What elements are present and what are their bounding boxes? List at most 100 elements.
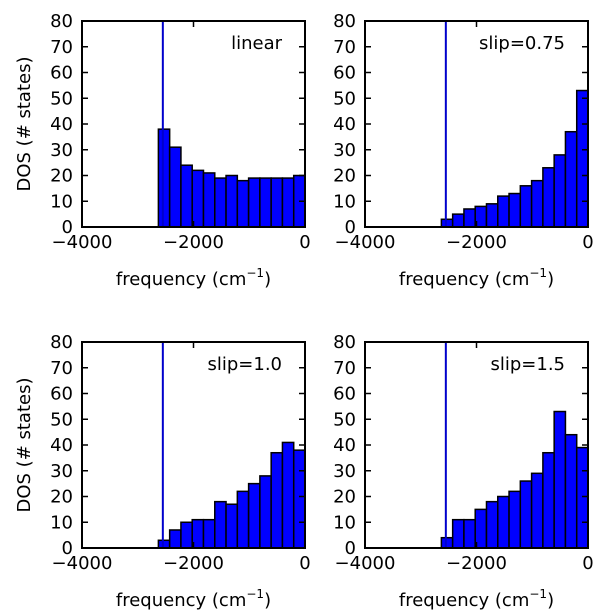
histogram-bar <box>542 167 555 228</box>
y-tick-label: 80 <box>50 332 73 353</box>
x-axis-label-superscript: −1 <box>246 587 264 601</box>
histogram-bar <box>530 179 544 228</box>
histogram-bar <box>270 177 284 228</box>
chart-panel-3: 0 10 20 30 40 50 60 70 80 −4000 −2000 0 slip=1.0 freq… <box>14 332 311 610</box>
x-axis-label-tail: ) <box>264 590 271 610</box>
panel-annotation: slip=1.0 <box>207 354 282 375</box>
histogram-bar <box>519 480 533 549</box>
histogram-bar <box>259 177 272 228</box>
histogram-bar <box>564 130 578 228</box>
chart-panel-4: 0 10 20 30 40 50 60 70 80 −4000 −2000 0 slip=1.5 freq… <box>333 332 594 610</box>
x-tick-label: 0 <box>582 232 593 253</box>
histogram-bar <box>247 177 261 228</box>
x-axis-label-main: frequency (cm <box>116 590 246 610</box>
histogram-bar <box>236 179 250 228</box>
histogram-bar <box>281 441 295 549</box>
chart-panel-2: 0 10 20 30 40 50 60 70 80 −4000 −2000 0 slip=0.75 fre… <box>333 11 594 290</box>
histogram-bar <box>553 154 567 228</box>
histogram-bar <box>236 490 250 549</box>
x-axis-label-superscript: −1 <box>529 587 547 601</box>
histogram-bar <box>485 500 499 549</box>
y-tick-label: 0 <box>62 538 73 559</box>
y-axis-label: DOS (# states) <box>14 378 35 513</box>
histogram-bar <box>542 451 555 549</box>
x-tick-label: −4000 <box>52 553 113 574</box>
y-tick-label: 30 <box>50 461 73 482</box>
y-tick-label: 20 <box>50 166 73 187</box>
histogram-bar <box>270 451 284 549</box>
y-tick-label: 30 <box>50 140 73 161</box>
y-tick-label: 50 <box>50 88 73 109</box>
y-tick-label: 10 <box>50 191 73 212</box>
y-tick-label: 60 <box>50 384 73 405</box>
y-tick-label: 70 <box>333 37 356 58</box>
x-axis-label-superscript: −1 <box>246 266 264 280</box>
x-axis-label-main: frequency (cm <box>399 590 529 610</box>
x-axis-label-main: frequency (cm <box>116 269 246 290</box>
x-axis-label-tail: ) <box>547 269 554 290</box>
histogram-bar <box>575 446 589 549</box>
histogram-bar <box>463 518 476 549</box>
histogram-bar <box>440 218 454 228</box>
histogram-bar <box>180 521 193 549</box>
histogram-bar <box>463 208 476 228</box>
x-axis-label: frequency (cm−1) <box>399 266 554 290</box>
histogram-bar <box>508 490 522 549</box>
y-tick-label: 40 <box>50 114 73 135</box>
histogram-bar <box>485 203 499 228</box>
histogram-bar <box>247 482 261 549</box>
panel-annotation: slip=0.75 <box>479 33 565 54</box>
y-tick-label: 60 <box>333 63 356 84</box>
histogram-bar <box>553 410 567 549</box>
x-tick-label: −2000 <box>163 553 224 574</box>
y-tick-label: 70 <box>50 37 73 58</box>
y-tick-label: 70 <box>50 358 73 379</box>
histogram-bar <box>225 174 239 228</box>
x-axis-label-superscript: −1 <box>529 266 547 280</box>
y-tick-label: 20 <box>50 487 73 508</box>
histogram-bar <box>157 128 171 228</box>
y-tick-label: 40 <box>333 114 356 135</box>
x-tick-label: −4000 <box>52 232 113 253</box>
y-tick-label: 30 <box>333 140 356 161</box>
histogram-bar <box>451 518 465 549</box>
x-tick-label: 0 <box>582 553 593 574</box>
histogram-bar <box>168 529 182 549</box>
y-tick-label: 40 <box>333 435 356 456</box>
histogram-bar <box>168 146 182 228</box>
x-axis-label-tail: ) <box>547 590 554 610</box>
histogram-bar <box>292 449 306 549</box>
histogram-bar <box>202 172 216 228</box>
y-tick-label: 80 <box>50 11 73 32</box>
histogram-bar <box>214 177 227 228</box>
y-tick-label: 10 <box>50 512 73 533</box>
y-tick-label: 60 <box>50 63 73 84</box>
x-tick-label: −2000 <box>446 232 507 253</box>
y-tick-label: 0 <box>62 217 73 238</box>
histogram-bar <box>530 472 544 549</box>
y-tick-label: 70 <box>333 358 356 379</box>
y-tick-label: 20 <box>333 166 356 187</box>
y-tick-label: 80 <box>333 11 356 32</box>
histogram-bar <box>225 503 239 549</box>
histogram-bar <box>497 195 510 228</box>
histogram-bar <box>202 518 216 549</box>
x-axis-label: frequency (cm−1) <box>116 587 271 610</box>
chart-panel-1: 0 10 20 30 40 50 60 70 80 −4000 −2000 0 linear freque… <box>14 11 311 290</box>
y-tick-label: 20 <box>333 487 356 508</box>
histogram-bar <box>440 536 454 549</box>
panel-annotation: slip=1.5 <box>490 354 565 375</box>
y-tick-label: 60 <box>333 384 356 405</box>
histogram-bar <box>519 185 533 228</box>
histogram-bar <box>508 192 522 228</box>
y-tick-label: 50 <box>50 409 73 430</box>
panel-annotation: linear <box>231 33 283 54</box>
histogram-bar <box>575 89 589 228</box>
y-tick-label: 50 <box>333 88 356 109</box>
y-tick-label: 50 <box>333 409 356 430</box>
histogram-bar <box>191 169 205 228</box>
x-axis-label-main: frequency (cm <box>399 269 529 290</box>
x-tick-label: 0 <box>299 553 310 574</box>
y-tick-label: 80 <box>333 332 356 353</box>
